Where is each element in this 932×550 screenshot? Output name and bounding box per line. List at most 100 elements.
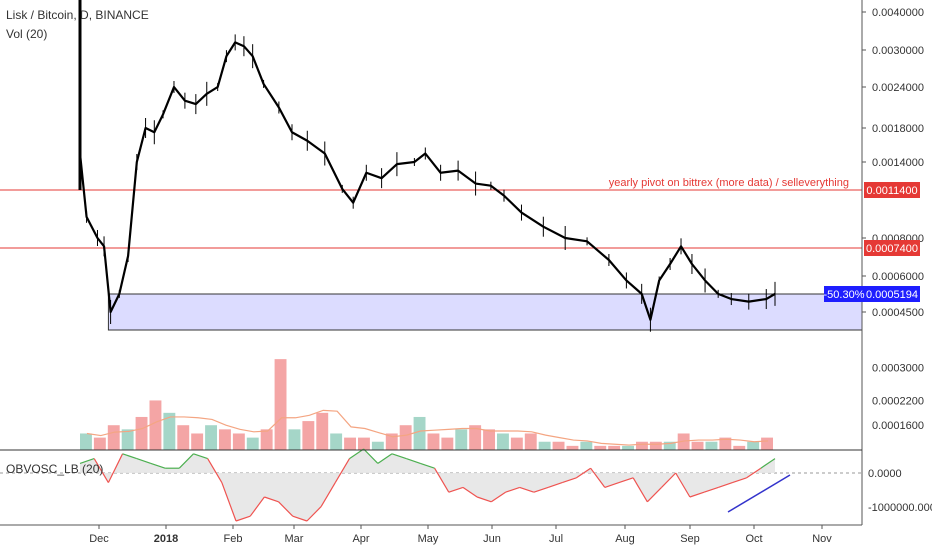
volume-label: Vol (20) <box>6 27 48 41</box>
oscillator-segment <box>646 486 662 503</box>
volume-bar <box>413 416 426 450</box>
oscillator-segment <box>462 486 478 498</box>
volume-bar <box>663 441 676 450</box>
price-tag-level2-bg <box>864 240 920 256</box>
time-tick-label: 2018 <box>154 533 178 545</box>
volume-bar <box>371 441 384 450</box>
volume-bar <box>594 445 607 450</box>
volume-bar <box>483 429 495 450</box>
volume-bar <box>80 433 92 450</box>
price-tick-label: 0.0014000 <box>872 157 924 169</box>
oscillator-segment <box>79 458 95 464</box>
volume-bar <box>302 421 315 450</box>
oscillator-segment <box>718 482 733 488</box>
oscillator-segment <box>590 467 606 488</box>
oscillator-segment <box>136 458 152 464</box>
volume-bar <box>344 437 356 450</box>
volume-bar <box>608 445 621 450</box>
oscillator-segment <box>93 458 109 483</box>
time-tick-label: Feb <box>224 533 243 545</box>
oscillator-segment <box>661 472 677 488</box>
volume-bar <box>705 441 718 450</box>
price-tag-level2: 0.0007400 <box>866 243 918 255</box>
price-tick-label: 0.0030000 <box>872 45 924 57</box>
oscillator-segment <box>604 482 620 488</box>
change-tag: -50.30% <box>824 289 865 301</box>
oscillator-segment <box>349 448 365 460</box>
time-tick-label: Jun <box>483 533 501 545</box>
time-tick-label: Oct <box>745 533 762 545</box>
time-tick-label: Mar <box>285 533 304 545</box>
volume-bar <box>121 429 134 450</box>
oscillator-segment <box>420 462 435 469</box>
oscillator-segment <box>107 453 124 483</box>
oscillator-segment <box>689 491 705 498</box>
price-pane[interactable]: yearly pivot on bittrex (more data) / se… <box>0 0 863 332</box>
volume-pane <box>80 359 773 450</box>
price-tag-level1: 0.0011400 <box>866 185 917 197</box>
oscillator-segment <box>406 458 421 464</box>
volume-bar <box>636 441 648 450</box>
oscillator-segment <box>533 486 549 493</box>
volume-bar <box>149 400 162 450</box>
volume-tick-label: 0.0003000 <box>872 362 924 374</box>
oscillator-segment <box>221 482 237 522</box>
oscillator-segment <box>278 501 294 517</box>
price-tag-level1-bg <box>864 182 920 198</box>
pivot-annotation: yearly pivot on bittrex (more data) / se… <box>609 177 849 189</box>
oscillator-segment <box>320 482 336 507</box>
volume-ma-line <box>86 409 769 446</box>
oscillator-segment <box>746 467 762 479</box>
volume-bar <box>733 445 746 450</box>
volume-bar <box>163 412 176 450</box>
oscillator-segment <box>490 491 506 503</box>
symbol-title: Lisk / Bitcoin, D, BINANCE <box>6 8 149 22</box>
oscillator-pane[interactable] <box>0 448 862 522</box>
volume-bar <box>427 433 440 450</box>
oscillator-segment <box>363 448 379 464</box>
volume-bar <box>191 433 204 450</box>
oscillator-segment <box>547 482 563 488</box>
oscillator-segment <box>703 486 719 493</box>
oscillator-tick-label: 0.0000 <box>868 468 902 480</box>
oscillator-label: OBVOSC_LB (20) <box>6 462 104 476</box>
volume-bar <box>316 412 329 450</box>
oscillator-segment <box>292 515 308 522</box>
oscillator-segment <box>391 453 407 460</box>
oscillator-segment <box>306 506 322 522</box>
oscillator-segment <box>476 496 492 503</box>
volume-bar <box>246 437 259 450</box>
volume-bar <box>135 416 148 450</box>
volume-bar <box>552 441 565 450</box>
oscillator-segment <box>377 453 393 464</box>
time-tick-label: Sep <box>680 533 700 545</box>
volume-bar <box>649 441 662 450</box>
oscillator-segment <box>207 458 223 483</box>
volume-bar <box>274 359 287 450</box>
chart-legend: Lisk / Bitcoin, D, BINANCE Vol (20) <box>6 8 149 41</box>
time-tick-label: May <box>418 533 439 545</box>
price-tick-label: 0.0004500 <box>872 307 924 319</box>
oscillator-segment <box>732 477 747 484</box>
volume-bar <box>358 437 370 450</box>
price-tag-last: 0.0005194 <box>866 289 918 301</box>
price-tick-label: 0.0024000 <box>872 82 924 94</box>
oscillator-segment <box>505 486 520 493</box>
oscillator-segment <box>576 467 591 479</box>
volume-bar <box>330 433 343 450</box>
volume-bar <box>510 437 523 450</box>
oscillator-segment <box>334 458 351 483</box>
volume-bar <box>288 429 301 450</box>
oscillator-segment <box>760 458 776 469</box>
volume-bar <box>524 433 537 450</box>
time-tick-label: Dec <box>89 533 109 545</box>
volume-bar <box>205 425 217 450</box>
oscillator-segment <box>150 462 166 469</box>
oscillator-segment <box>618 477 634 484</box>
oscillator-segment <box>632 477 648 503</box>
oscillator-segment <box>519 486 535 493</box>
volume-bar <box>177 425 190 450</box>
volume-bar <box>691 441 704 450</box>
volume-bar <box>497 433 509 450</box>
